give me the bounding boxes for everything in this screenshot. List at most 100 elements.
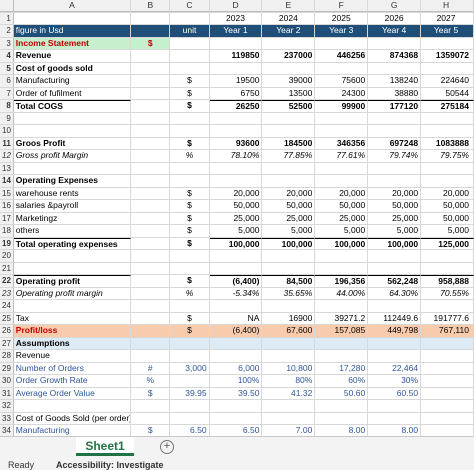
cell-b16[interactable] [131, 200, 171, 212]
cell-e15[interactable]: 20,000 [262, 187, 316, 199]
row-header[interactable]: 8 [0, 100, 14, 112]
cell-e26[interactable]: 67,600 [262, 325, 316, 337]
cell-f11[interactable]: 346356 [315, 137, 369, 149]
cell-a23[interactable]: Operating profit margin [14, 287, 132, 299]
cell-e31[interactable]: 41.32 [262, 387, 316, 399]
cell-b33[interactable] [131, 412, 171, 424]
cell-b23[interactable] [131, 287, 171, 299]
cell-h22[interactable]: 958,888 [421, 275, 474, 287]
cell-g1[interactable]: 2026 [368, 12, 422, 24]
cell-f6[interactable]: 75600 [315, 75, 369, 87]
cell-a24[interactable] [14, 300, 132, 312]
cell-c29[interactable]: 3,000 [170, 362, 210, 374]
row-header[interactable]: 31 [0, 387, 14, 399]
cell-g4[interactable]: 874368 [368, 50, 422, 62]
select-all-corner[interactable] [0, 0, 14, 12]
cell-h19[interactable]: 125,000 [421, 237, 474, 249]
row-header[interactable]: 14 [0, 175, 14, 187]
cell-d25[interactable]: NA [210, 312, 263, 324]
cell-d28[interactable] [210, 350, 263, 362]
cell-g17[interactable]: 25,000 [368, 212, 422, 224]
cell-h15[interactable]: 20,000 [421, 187, 474, 199]
cell-f8[interactable]: 99900 [315, 100, 369, 112]
cell-g26[interactable]: 449,798 [368, 325, 422, 337]
row-header[interactable]: 22 [0, 275, 14, 287]
cell-h3[interactable] [421, 37, 474, 49]
cell-b30[interactable]: % [131, 375, 171, 387]
row-header[interactable]: 26 [0, 325, 14, 337]
cell-c17[interactable]: $ [170, 212, 210, 224]
cell-h11[interactable]: 1083888 [421, 137, 474, 149]
cell-c24[interactable] [170, 300, 210, 312]
cell-e13[interactable] [262, 162, 316, 174]
cell-e16[interactable]: 50,000 [262, 200, 316, 212]
cell-d15[interactable]: 20,000 [210, 187, 263, 199]
cell-e12[interactable]: 77.85% [262, 150, 316, 162]
row-header[interactable]: 2 [0, 25, 14, 37]
cell-f20[interactable] [315, 250, 369, 262]
cell-f15[interactable]: 20,000 [315, 187, 369, 199]
row-header[interactable]: 32 [0, 400, 14, 412]
accessibility-status[interactable]: Accessibility: Investigate [56, 460, 164, 470]
cell-e8[interactable]: 52500 [262, 100, 316, 112]
cell-d7[interactable]: 6750 [210, 87, 263, 99]
cell-c3[interactable] [170, 37, 210, 49]
cell-e29[interactable]: 10,800 [262, 362, 316, 374]
cell-a22[interactable]: Operating profit [13, 275, 132, 287]
column-header-e[interactable]: E [262, 0, 316, 12]
cell-g19[interactable]: 100,000 [368, 237, 422, 249]
cell-b29[interactable]: # [131, 362, 171, 374]
cell-c19[interactable]: $ [170, 237, 210, 249]
cell-c12[interactable]: % [170, 150, 210, 162]
cell-g6[interactable]: 138240 [368, 75, 422, 87]
row-header[interactable]: 21 [0, 262, 14, 274]
cell-a13[interactable] [14, 162, 132, 174]
cell-d3[interactable] [210, 37, 263, 49]
row-header[interactable]: 18 [0, 225, 14, 237]
cell-f9[interactable] [315, 112, 369, 124]
cell-h33[interactable] [421, 412, 474, 424]
cell-h13[interactable] [421, 162, 474, 174]
cell-a4[interactable]: Revenue [14, 50, 132, 62]
cell-c32[interactable] [170, 400, 210, 412]
cell-g18[interactable]: 5,000 [368, 225, 422, 237]
cell-f26[interactable]: 157,085 [315, 325, 369, 337]
cell-a34[interactable]: Manufacturing [14, 425, 132, 437]
cell-f33[interactable] [315, 412, 369, 424]
cell-d31[interactable]: 39.50 [210, 387, 263, 399]
cell-f22[interactable]: 196,356 [315, 275, 369, 287]
cell-a27[interactable]: Assumptions [13, 337, 132, 349]
row-header[interactable]: 13 [0, 162, 14, 174]
cell-a6[interactable]: Manufacturing [14, 75, 132, 87]
cell-g34[interactable]: 8.00 [368, 425, 422, 437]
cell-c33[interactable] [170, 412, 210, 424]
cell-g23[interactable]: 64.30% [368, 287, 422, 299]
row-header[interactable]: 24 [0, 300, 14, 312]
cell-g12[interactable]: 79.74% [368, 150, 422, 162]
cell-d10[interactable] [210, 125, 263, 137]
cell-d27[interactable] [209, 337, 263, 349]
cell-b12[interactable] [131, 150, 171, 162]
cell-d21[interactable] [210, 262, 263, 274]
cell-e25[interactable]: 16900 [262, 312, 316, 324]
cell-b9[interactable] [131, 112, 171, 124]
row-header[interactable]: 7 [0, 87, 14, 99]
cell-c9[interactable] [170, 112, 210, 124]
cell-g25[interactable]: 112449.6 [368, 312, 422, 324]
cell-f21[interactable] [315, 262, 369, 274]
cell-b3[interactable]: $ [131, 37, 171, 49]
cell-b28[interactable] [131, 350, 171, 362]
cell-f17[interactable]: 25,000 [315, 212, 369, 224]
cell-d23[interactable]: -5.34% [210, 287, 263, 299]
cell-c4[interactable] [170, 50, 210, 62]
cell-d20[interactable] [210, 250, 263, 262]
cell-c11[interactable]: $ [170, 137, 210, 149]
row-header[interactable]: 9 [0, 112, 14, 124]
cell-e23[interactable]: 35.65% [262, 287, 316, 299]
cell-a2[interactable]: figure in Usd [13, 25, 132, 37]
cell-c20[interactable] [170, 250, 210, 262]
cell-f18[interactable]: 5,000 [315, 225, 369, 237]
cell-h2[interactable]: Year 5 [421, 25, 474, 37]
cell-d26[interactable]: (6,400) [209, 325, 263, 337]
cell-b8[interactable] [131, 100, 171, 112]
